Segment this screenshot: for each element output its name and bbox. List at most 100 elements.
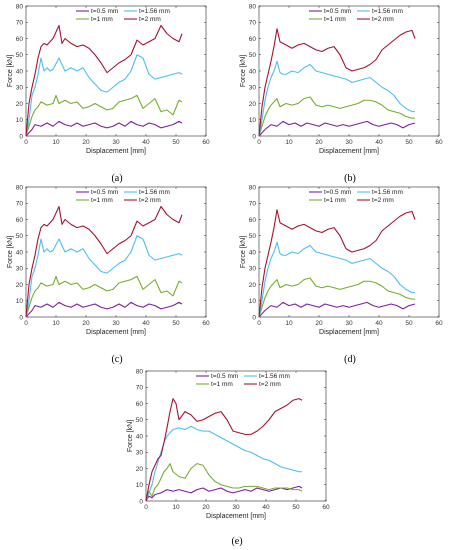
y-tick-label: 40 xyxy=(136,433,144,440)
x-tick-label: 10 xyxy=(52,139,60,146)
x-axis-label: Displacement [mm] xyxy=(319,148,379,155)
series-line-t-2-mm xyxy=(258,209,416,318)
y-tick-label: 20 xyxy=(16,101,24,108)
legend-label: t=2 mm xyxy=(139,16,161,23)
legend-label: t=1.56 mm xyxy=(259,373,290,380)
legend-label: t=1.56 mm xyxy=(139,189,170,196)
x-tick-label: 10 xyxy=(285,139,293,146)
y-tick-label: 30 xyxy=(136,450,144,457)
y-tick-label: 70 xyxy=(16,20,24,27)
x-tick-label: 50 xyxy=(405,320,413,327)
y-tick-label: 20 xyxy=(249,101,257,108)
y-tick-label: 20 xyxy=(249,282,257,289)
x-tick-label: 0 xyxy=(24,320,28,327)
plot-area xyxy=(25,5,207,137)
y-tick-label: 20 xyxy=(16,282,24,289)
x-tick-label: 50 xyxy=(172,320,180,327)
x-tick-label: 10 xyxy=(172,504,180,511)
chart-panel-a: 0 10 20 30 40 50 60 0 10 20 30 40 50 60 70 80 Displaceme… xyxy=(0,0,233,170)
chart-d: 0 10 20 30 40 50 60 0 10 20 30 40 50 60 70 80 Displaceme… xyxy=(240,184,443,336)
legend-label: t=1 mm xyxy=(91,197,113,204)
legend-label: t=1.56 mm xyxy=(372,8,403,15)
y-tick-label: 50 xyxy=(136,417,144,424)
series-line-t-0-5-mm xyxy=(145,485,303,502)
legend-label: t=2 mm xyxy=(372,197,394,204)
y-tick-label: 70 xyxy=(249,20,257,27)
x-axis-label: Displacement [mm] xyxy=(206,513,266,520)
series-line-t-1-mm xyxy=(25,94,183,137)
y-tick-label: 0 xyxy=(139,498,143,505)
y-tick-label: 80 xyxy=(249,184,257,191)
y-tick-label: 10 xyxy=(16,298,24,305)
x-tick-label: 50 xyxy=(292,504,300,511)
x-tick-label: 60 xyxy=(435,320,443,327)
y-axis-label: Force [kN] xyxy=(7,55,14,87)
y-tick-label: 0 xyxy=(252,314,256,321)
x-tick-label: 30 xyxy=(112,139,120,146)
series-line-t-0-5-mm xyxy=(258,120,416,137)
x-tick-label: 60 xyxy=(202,139,210,146)
x-tick-label: 30 xyxy=(112,320,120,327)
y-tick-label: 70 xyxy=(16,201,24,208)
y-tick-label: 0 xyxy=(19,133,23,140)
y-axis-label: Force [kN] xyxy=(7,236,14,268)
series-line-t-0-5-mm xyxy=(258,301,416,318)
legend-label: t=0.5 mm xyxy=(91,8,118,15)
series-line-t-2-mm xyxy=(258,28,416,137)
legend-label: t=1 mm xyxy=(324,16,346,23)
y-axis-label: Force [kN] xyxy=(127,420,134,452)
plot-area xyxy=(258,5,440,137)
y-tick-label: 40 xyxy=(249,249,257,256)
y-tick-label: 80 xyxy=(16,3,24,10)
x-tick-label: 30 xyxy=(345,320,353,327)
chart-panel-c: 0 10 20 30 40 50 60 0 10 20 30 40 50 60 70 80 Displaceme… xyxy=(0,181,233,351)
series-line-t-0-5-mm xyxy=(25,301,183,318)
y-tick-label: 80 xyxy=(136,368,144,375)
y-tick-label: 70 xyxy=(249,201,257,208)
caption-e: (e) xyxy=(231,536,243,547)
y-axis-label: Force [kN] xyxy=(240,236,247,268)
y-tick-label: 60 xyxy=(16,36,24,43)
x-tick-label: 20 xyxy=(202,504,210,511)
x-axis-label: Displacement [mm] xyxy=(319,329,379,336)
x-tick-label: 0 xyxy=(144,504,148,511)
x-tick-label: 0 xyxy=(24,139,28,146)
caption-a: (a) xyxy=(111,173,123,184)
y-tick-label: 40 xyxy=(249,68,257,75)
x-tick-label: 50 xyxy=(172,139,180,146)
legend-label: t=0.5 mm xyxy=(91,189,118,196)
y-tick-label: 70 xyxy=(136,385,144,392)
y-tick-label: 0 xyxy=(252,133,256,140)
series-line-t-1-56-mm xyxy=(145,425,302,502)
y-tick-label: 50 xyxy=(16,52,24,59)
plot-area xyxy=(258,186,440,318)
series-line-t-1-56-mm xyxy=(258,60,415,137)
legend-label: t=0.5 mm xyxy=(324,189,351,196)
x-tick-label: 10 xyxy=(52,320,60,327)
chart-b: 0 10 20 30 40 50 60 0 10 20 30 40 50 60 70 80 Displaceme… xyxy=(240,3,443,155)
series-line-t-1-56-mm xyxy=(258,241,415,318)
series-line-t-1-mm xyxy=(25,275,183,318)
y-tick-label: 50 xyxy=(16,233,24,240)
legend-label: t=1.56 mm xyxy=(139,8,170,15)
series-line-t-0-5-mm xyxy=(25,120,183,137)
chart-a: 0 10 20 30 40 50 60 0 10 20 30 40 50 60 70 80 Displaceme… xyxy=(7,3,210,155)
plot-area xyxy=(25,186,207,318)
y-tick-label: 30 xyxy=(249,85,257,92)
y-tick-label: 10 xyxy=(249,298,257,305)
x-tick-label: 40 xyxy=(375,139,383,146)
x-tick-label: 60 xyxy=(322,504,330,511)
series-line-t-2-mm xyxy=(25,24,183,137)
y-tick-label: 10 xyxy=(249,117,257,124)
x-axis-label: Displacement [mm] xyxy=(86,329,146,336)
x-tick-label: 10 xyxy=(285,320,293,327)
y-tick-label: 30 xyxy=(16,266,24,273)
y-tick-label: 40 xyxy=(16,68,24,75)
x-tick-label: 40 xyxy=(142,320,150,327)
x-tick-label: 40 xyxy=(262,504,270,511)
x-axis-label: Displacement [mm] xyxy=(86,148,146,155)
legend-label: t=1 mm xyxy=(91,16,113,23)
legend-label: t=1 mm xyxy=(324,197,346,204)
chart-e: 0 10 20 30 40 50 60 0 10 20 30 40 50 60 70 80 Displaceme… xyxy=(127,368,330,520)
caption-d: (d) xyxy=(344,354,356,365)
